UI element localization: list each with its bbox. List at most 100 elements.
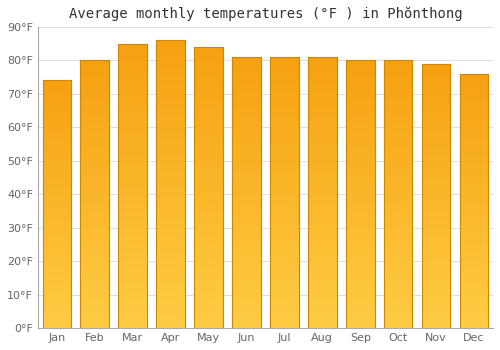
Bar xyxy=(308,74,336,77)
Bar xyxy=(118,125,147,129)
Bar xyxy=(42,164,71,167)
Bar xyxy=(156,138,185,141)
Bar xyxy=(308,179,336,182)
Bar xyxy=(118,168,147,172)
Bar xyxy=(194,310,223,314)
Bar xyxy=(460,287,488,290)
Bar xyxy=(232,301,260,304)
Bar xyxy=(194,307,223,310)
Bar xyxy=(42,192,71,195)
Bar xyxy=(422,156,450,160)
Bar xyxy=(156,173,185,177)
Bar xyxy=(346,90,374,94)
Bar xyxy=(42,145,71,148)
Bar xyxy=(270,199,298,203)
Bar xyxy=(156,148,185,152)
Bar xyxy=(422,282,450,285)
Bar xyxy=(270,271,298,274)
Bar xyxy=(156,209,185,213)
Bar xyxy=(194,296,223,300)
Bar xyxy=(346,131,374,134)
Bar xyxy=(346,288,374,291)
Bar xyxy=(80,224,109,228)
Bar xyxy=(42,99,71,102)
Bar xyxy=(460,248,488,252)
Bar xyxy=(308,287,336,291)
Bar xyxy=(194,117,223,121)
Bar xyxy=(42,183,71,186)
Bar xyxy=(346,84,374,87)
Bar xyxy=(232,240,260,243)
Bar xyxy=(80,308,109,312)
Bar xyxy=(460,277,488,280)
Bar xyxy=(118,72,147,76)
Bar xyxy=(118,207,147,211)
Bar xyxy=(384,221,412,224)
Bar xyxy=(42,263,71,266)
Bar xyxy=(42,270,71,272)
Bar xyxy=(80,171,109,174)
Bar xyxy=(384,177,412,181)
Bar xyxy=(80,198,109,201)
Bar xyxy=(384,254,412,258)
Bar xyxy=(422,318,450,322)
Bar xyxy=(42,204,71,208)
Bar xyxy=(270,91,298,94)
Bar xyxy=(118,172,147,175)
Bar xyxy=(422,133,450,136)
Bar xyxy=(346,164,374,167)
Bar xyxy=(270,159,298,162)
Bar xyxy=(422,236,450,239)
Bar xyxy=(308,213,336,216)
Bar xyxy=(118,107,147,111)
Bar xyxy=(80,258,109,261)
Bar xyxy=(460,318,488,322)
Bar xyxy=(156,220,185,224)
Bar xyxy=(232,216,260,220)
Bar xyxy=(232,172,260,176)
Bar xyxy=(156,91,185,94)
Bar xyxy=(156,55,185,58)
Bar xyxy=(42,251,71,254)
Bar xyxy=(460,166,488,169)
Bar xyxy=(232,132,260,135)
Bar xyxy=(42,96,71,99)
Bar xyxy=(80,144,109,147)
Bar xyxy=(194,300,223,303)
Bar xyxy=(118,100,147,104)
Bar xyxy=(232,223,260,226)
Bar xyxy=(156,127,185,130)
Bar xyxy=(384,181,412,184)
Bar xyxy=(422,292,450,295)
Bar xyxy=(384,258,412,261)
Bar xyxy=(308,196,336,200)
Bar xyxy=(460,160,488,163)
Bar xyxy=(460,293,488,296)
Bar xyxy=(270,193,298,196)
Bar xyxy=(270,196,298,200)
Bar xyxy=(384,291,412,295)
Bar xyxy=(156,285,185,289)
Bar xyxy=(346,211,374,214)
Bar xyxy=(156,224,185,228)
Bar xyxy=(460,220,488,223)
Bar xyxy=(460,112,488,115)
Bar xyxy=(346,291,374,295)
Bar xyxy=(42,114,71,118)
Bar xyxy=(422,113,450,117)
Bar xyxy=(270,64,298,67)
Bar xyxy=(80,104,109,107)
Bar xyxy=(118,122,147,125)
Bar xyxy=(80,107,109,111)
Bar xyxy=(270,77,298,80)
Bar xyxy=(232,243,260,247)
Bar xyxy=(80,80,109,84)
Bar xyxy=(42,322,71,325)
Bar xyxy=(346,244,374,248)
Bar xyxy=(118,61,147,65)
Bar xyxy=(232,155,260,159)
Bar xyxy=(118,271,147,275)
Bar xyxy=(270,101,298,104)
Bar xyxy=(118,86,147,90)
Bar xyxy=(118,83,147,86)
